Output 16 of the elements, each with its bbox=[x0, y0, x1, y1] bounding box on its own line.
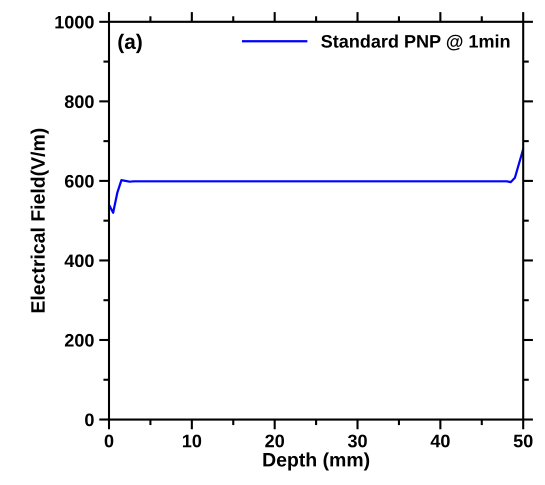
y-axis-title: Electrical Field(V/m) bbox=[30, 128, 49, 312]
x-tick-label: 0 bbox=[104, 434, 114, 448]
y-tick-label: 1000 bbox=[55, 16, 94, 29]
y-tick-label: 600 bbox=[64, 174, 94, 188]
legend-label: Standard PNP @ 1min bbox=[321, 34, 510, 50]
y-tick-label: 400 bbox=[64, 254, 94, 268]
annotation: (a) bbox=[118, 34, 142, 54]
y-tick-label: 800 bbox=[64, 95, 94, 108]
x-tick-label: 20 bbox=[265, 434, 284, 448]
x-tick-label: 30 bbox=[348, 434, 367, 448]
x-axis-title: Depth (mm) bbox=[263, 452, 370, 470]
y-tick-label: 200 bbox=[64, 334, 94, 347]
x-tick-label: 10 bbox=[182, 434, 202, 448]
y-tick-label: 0 bbox=[85, 413, 94, 426]
x-tick-label: 40 bbox=[430, 434, 450, 448]
x-tick-label: 50 bbox=[514, 434, 533, 448]
